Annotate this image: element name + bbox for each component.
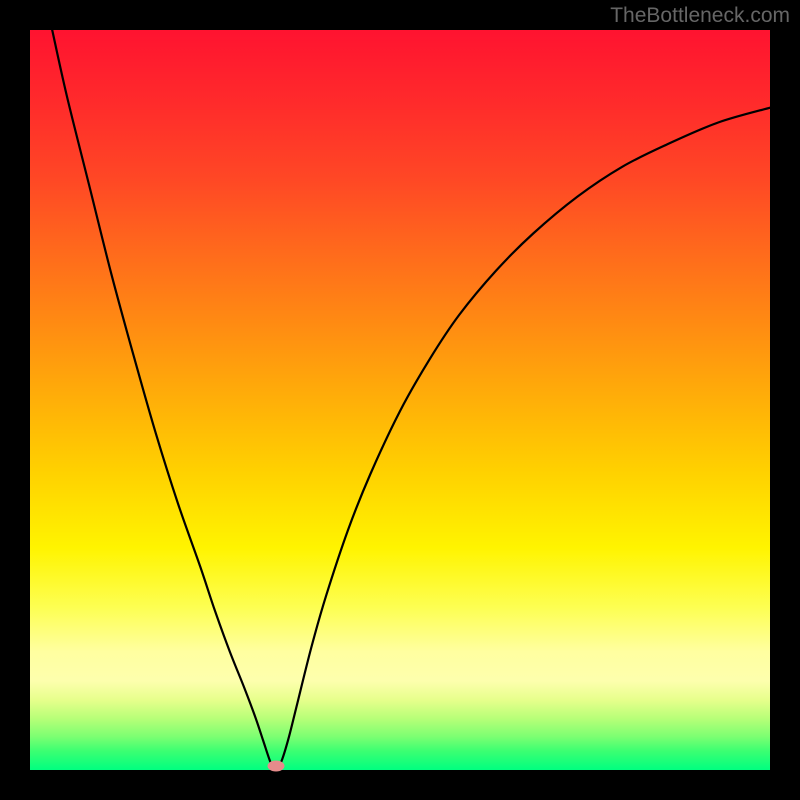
chart-plot-area (30, 30, 770, 770)
minimum-marker (267, 761, 284, 772)
bottleneck-curve (30, 30, 770, 770)
watermark-text: TheBottleneck.com (610, 4, 790, 28)
